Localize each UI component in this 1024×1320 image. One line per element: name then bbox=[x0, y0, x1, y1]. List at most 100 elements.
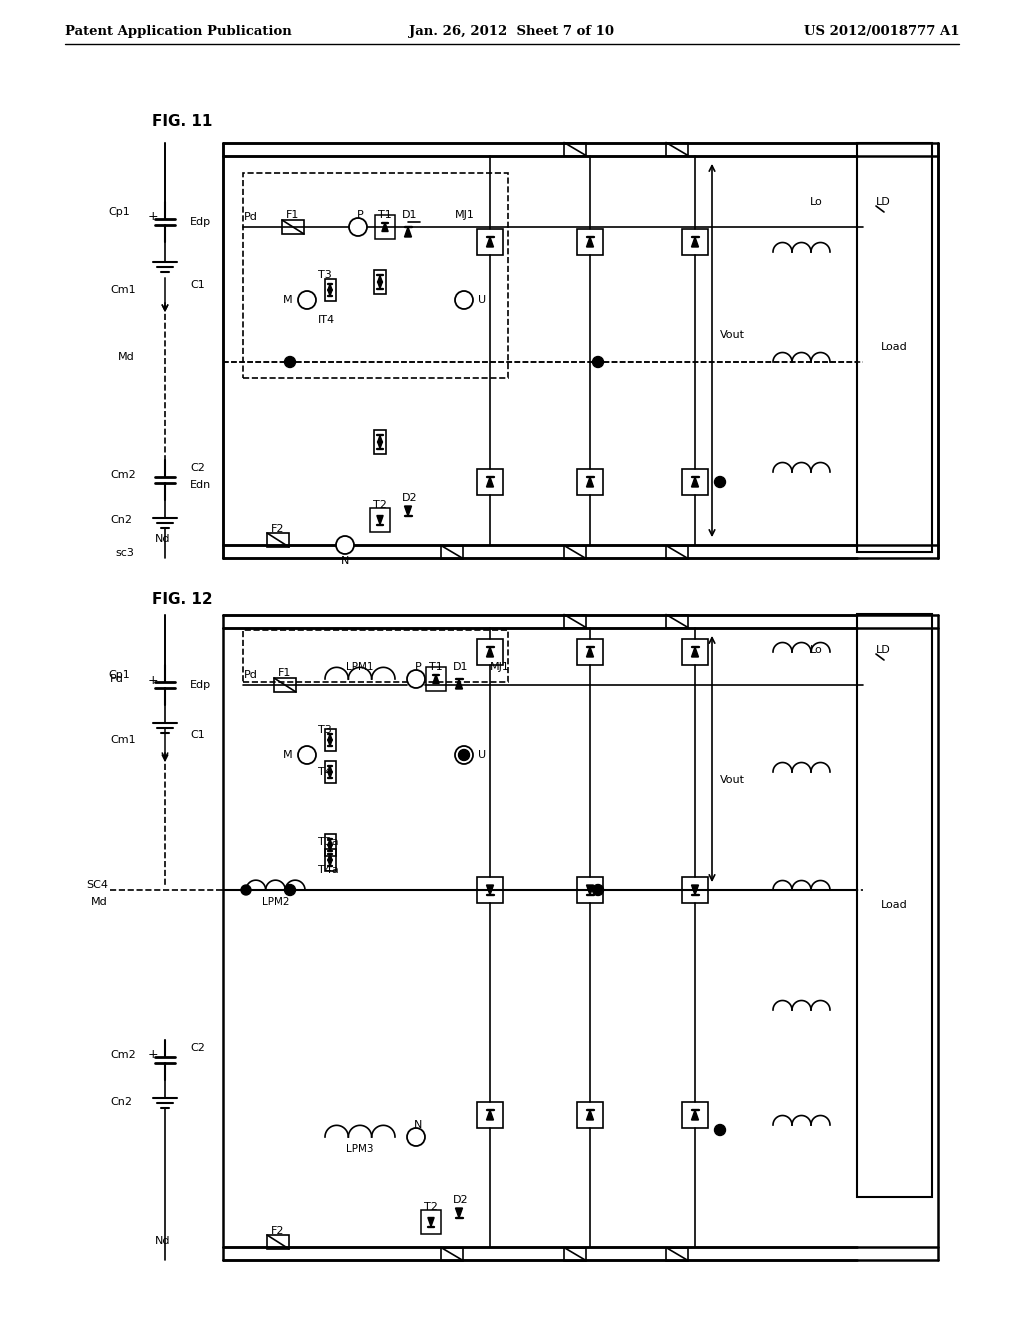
Polygon shape bbox=[456, 1208, 463, 1218]
Polygon shape bbox=[587, 1110, 594, 1119]
Polygon shape bbox=[691, 884, 698, 895]
Text: Cn2: Cn2 bbox=[110, 515, 132, 525]
Text: Md: Md bbox=[91, 898, 108, 907]
Bar bbox=[857, 614, 932, 1197]
Circle shape bbox=[349, 218, 367, 236]
Circle shape bbox=[593, 884, 603, 895]
Bar bbox=[325, 762, 336, 783]
Text: C2: C2 bbox=[190, 1043, 205, 1053]
Text: Cn2: Cn2 bbox=[110, 1097, 132, 1107]
Bar bbox=[682, 1102, 708, 1129]
Text: Lo: Lo bbox=[810, 197, 822, 207]
Bar bbox=[577, 876, 603, 903]
Text: Jan. 26, 2012  Sheet 7 of 10: Jan. 26, 2012 Sheet 7 of 10 bbox=[410, 25, 614, 38]
Bar bbox=[666, 545, 688, 558]
Text: Cm1: Cm1 bbox=[110, 735, 135, 744]
Bar bbox=[374, 271, 386, 294]
Text: F1: F1 bbox=[279, 668, 292, 678]
Text: T3a: T3a bbox=[318, 837, 339, 847]
Text: Md: Md bbox=[118, 352, 135, 362]
Text: Edn: Edn bbox=[190, 480, 211, 490]
Text: +: + bbox=[147, 210, 159, 223]
Polygon shape bbox=[378, 441, 383, 449]
Text: T1: T1 bbox=[378, 210, 392, 220]
Polygon shape bbox=[328, 845, 333, 851]
Circle shape bbox=[455, 290, 473, 309]
Polygon shape bbox=[691, 238, 698, 247]
Text: Cm2: Cm2 bbox=[110, 470, 136, 480]
Polygon shape bbox=[587, 884, 594, 895]
Text: LD: LD bbox=[876, 197, 891, 207]
Circle shape bbox=[455, 746, 473, 764]
Text: U: U bbox=[478, 294, 486, 305]
Polygon shape bbox=[328, 854, 333, 861]
Text: Vout: Vout bbox=[720, 330, 745, 341]
Circle shape bbox=[407, 1129, 425, 1146]
Text: Cp1: Cp1 bbox=[109, 671, 130, 680]
Circle shape bbox=[459, 750, 469, 760]
Circle shape bbox=[407, 671, 425, 688]
Bar bbox=[564, 143, 586, 156]
Polygon shape bbox=[587, 238, 594, 247]
Text: Cm2: Cm2 bbox=[110, 1049, 136, 1060]
Bar bbox=[267, 1236, 289, 1249]
Bar bbox=[564, 615, 586, 627]
Text: P: P bbox=[415, 663, 421, 672]
Bar bbox=[577, 1102, 603, 1129]
Text: M: M bbox=[284, 750, 293, 760]
Text: +: + bbox=[147, 1048, 159, 1061]
Polygon shape bbox=[486, 647, 494, 657]
Text: T2: T2 bbox=[373, 500, 387, 510]
Bar bbox=[282, 220, 304, 234]
Text: Lo: Lo bbox=[810, 645, 822, 655]
Bar bbox=[477, 639, 503, 665]
Text: T2: T2 bbox=[424, 1203, 438, 1212]
Text: sc3: sc3 bbox=[115, 548, 134, 558]
Bar bbox=[374, 430, 386, 454]
Text: D2: D2 bbox=[402, 492, 418, 503]
Polygon shape bbox=[328, 734, 333, 741]
Bar bbox=[682, 469, 708, 495]
Polygon shape bbox=[691, 477, 698, 487]
Bar bbox=[243, 173, 508, 378]
Polygon shape bbox=[433, 675, 439, 684]
Polygon shape bbox=[382, 223, 388, 231]
Circle shape bbox=[241, 884, 251, 895]
Text: P: P bbox=[356, 210, 364, 220]
Polygon shape bbox=[486, 238, 494, 247]
Text: F2: F2 bbox=[271, 1226, 285, 1236]
Circle shape bbox=[715, 1125, 725, 1135]
Polygon shape bbox=[378, 276, 383, 282]
Bar bbox=[666, 615, 688, 627]
Polygon shape bbox=[486, 1110, 494, 1119]
Bar bbox=[477, 1102, 503, 1129]
Text: Nd: Nd bbox=[155, 1236, 171, 1246]
Bar bbox=[577, 228, 603, 255]
Polygon shape bbox=[486, 477, 494, 487]
Polygon shape bbox=[456, 678, 463, 689]
Bar bbox=[325, 849, 336, 871]
Bar bbox=[243, 630, 508, 682]
Polygon shape bbox=[404, 506, 412, 516]
Text: D1: D1 bbox=[402, 210, 418, 220]
Bar bbox=[682, 639, 708, 665]
Text: MJ1: MJ1 bbox=[455, 210, 475, 220]
Circle shape bbox=[459, 750, 469, 760]
Polygon shape bbox=[428, 1217, 434, 1226]
Text: T3: T3 bbox=[318, 271, 332, 280]
Bar bbox=[375, 215, 395, 239]
Bar bbox=[564, 1247, 586, 1261]
Polygon shape bbox=[587, 647, 594, 657]
Circle shape bbox=[285, 356, 296, 367]
Polygon shape bbox=[328, 766, 333, 772]
Text: N: N bbox=[414, 1119, 422, 1130]
Text: Pd: Pd bbox=[244, 671, 258, 680]
Polygon shape bbox=[378, 281, 383, 289]
Bar bbox=[426, 667, 446, 690]
Text: LPM2: LPM2 bbox=[262, 898, 289, 907]
Text: Pd: Pd bbox=[110, 675, 124, 684]
Bar bbox=[325, 279, 336, 301]
Polygon shape bbox=[328, 739, 333, 746]
Text: MJ1: MJ1 bbox=[490, 663, 510, 672]
Bar bbox=[274, 678, 296, 692]
